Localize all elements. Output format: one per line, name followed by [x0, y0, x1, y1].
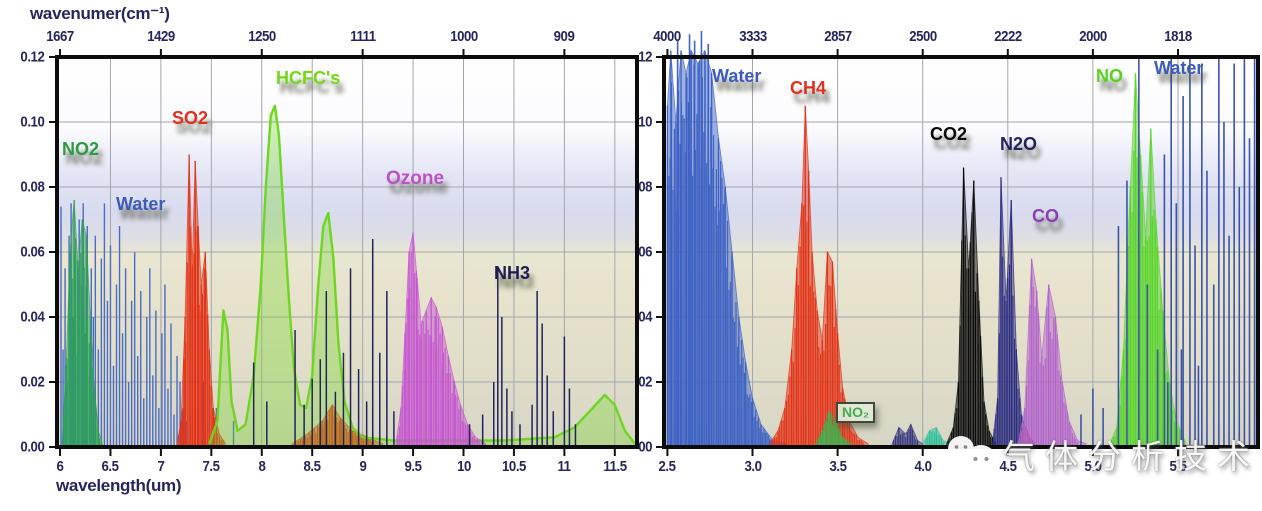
gas-label-ozone: Ozone — [386, 168, 445, 189]
x-tick-label: 4.0 — [914, 458, 932, 475]
wavenumber-tick-label: 4000 — [653, 28, 682, 45]
x-tick-label: 3.5 — [829, 458, 847, 475]
gas-label-co: CO — [1032, 206, 1059, 226]
x-tick-label: 10.5 — [501, 458, 526, 475]
x-tick-label: 4.5 — [999, 458, 1017, 475]
y-tick-label: 12 — [638, 48, 653, 66]
wavenumber-tick-label: 1000 — [449, 28, 478, 45]
x-tick-label: 10 — [456, 458, 471, 475]
x-tick-label: 2.5 — [658, 458, 676, 475]
wavenumber-tick-label: 1250 — [247, 28, 276, 45]
series-so2 — [176, 154, 384, 448]
wavenumber-tick-label: 2222 — [993, 28, 1022, 45]
x-tick-label: 11 — [557, 458, 572, 475]
line-fill — [209, 105, 636, 448]
y-tick-label: 0.10 — [20, 113, 45, 131]
series-no2 — [61, 199, 103, 448]
y-tick-label: 02 — [638, 373, 653, 391]
y-tick-label: 0.12 — [20, 48, 45, 66]
watermark-text: 气体分析技术 — [1002, 438, 1260, 475]
gas-label-n2o: N2O — [1000, 134, 1038, 154]
wavenumber-tick-label: 3333 — [738, 28, 767, 45]
wavenumber-tick-label: 1667 — [46, 28, 74, 45]
chart-panel-right — [656, 31, 1260, 456]
bottom-axis-title: wavelength(um) — [56, 476, 182, 495]
x-tick-label: 6 — [56, 458, 64, 475]
gas-label-no2: NO2 — [62, 139, 100, 159]
series-co — [1017, 258, 1087, 448]
x-tick-label: 11.5 — [603, 458, 627, 475]
x-tick-label: 5.5 — [1169, 458, 1187, 475]
series-nh3 — [252, 239, 577, 447]
gas-label-hcfcs: HCFC's — [276, 68, 341, 88]
y-tick-label: 0.04 — [20, 308, 45, 326]
wavenumber-tick-label: 1111 — [349, 28, 376, 45]
line-stroke — [208, 104, 636, 445]
grid — [57, 57, 637, 447]
series-water-top-peaks — [676, 31, 710, 447]
x-tick-label: 6.5 — [101, 458, 119, 475]
chart-panel-left — [49, 49, 639, 456]
y-tick-label: 00 — [638, 438, 653, 456]
x-tick-label: 8.5 — [303, 458, 321, 475]
series-small-navy-bump — [891, 423, 924, 448]
wavenumber-tick-label: 2500 — [908, 28, 937, 45]
y-tick-label: 06 — [638, 243, 653, 261]
y-tick-label: 0.08 — [20, 178, 45, 196]
y-tick-label: 0.02 — [20, 373, 45, 391]
gas-label-ch4: CH4 — [790, 78, 827, 98]
gas-label-no: NO₂ — [836, 402, 876, 423]
tick-marks — [49, 49, 616, 456]
top-axis-title: wavenumer(cm⁻¹) — [30, 4, 170, 23]
wechat-bubbles-icon — [948, 436, 997, 482]
gas-label-no: NO — [1096, 66, 1123, 86]
gas-label-water: Water — [1154, 58, 1204, 78]
gas-label-water: Water — [116, 194, 166, 214]
x-tick-label: 7 — [157, 458, 165, 475]
x-tick-label: 9 — [359, 458, 367, 475]
gas-label-so2: SO2 — [172, 108, 209, 128]
tick-marks — [656, 49, 1180, 456]
x-tick-label: 5.0 — [1084, 458, 1102, 475]
watermark: 气体分析技术 — [940, 424, 1260, 484]
y-tick-label: 0.06 — [20, 243, 45, 261]
y-tick-label: 08 — [638, 178, 653, 196]
series-hcfc's — [208, 104, 636, 448]
wavenumber-tick-label: 1818 — [1164, 28, 1192, 45]
wavenumber-tick-label: 909 — [554, 28, 575, 45]
y-tick-label: 0.00 — [20, 438, 45, 456]
gas-label-co2: CO2 — [930, 124, 968, 144]
gas-label-nh3: NH3 — [494, 263, 531, 283]
wavenumber-tick-label: 1429 — [147, 28, 175, 45]
y-tick-label: 10 — [638, 113, 653, 131]
gas-label-water: Water — [712, 66, 762, 86]
x-tick-label: 9.5 — [404, 458, 422, 475]
wavenumber-tick-label: 2000 — [1079, 28, 1107, 45]
plot-frame — [55, 55, 639, 449]
series-water-2 — [1080, 57, 1259, 447]
x-tick-label: 7.5 — [202, 458, 220, 475]
series-ch4 — [769, 105, 869, 448]
x-tick-label: 3.0 — [743, 458, 762, 475]
wavenumber-tick-label: 2857 — [823, 28, 852, 45]
y-tick-label: 04 — [638, 308, 653, 326]
series-ozone — [395, 232, 487, 448]
x-tick-label: 8 — [258, 458, 266, 475]
